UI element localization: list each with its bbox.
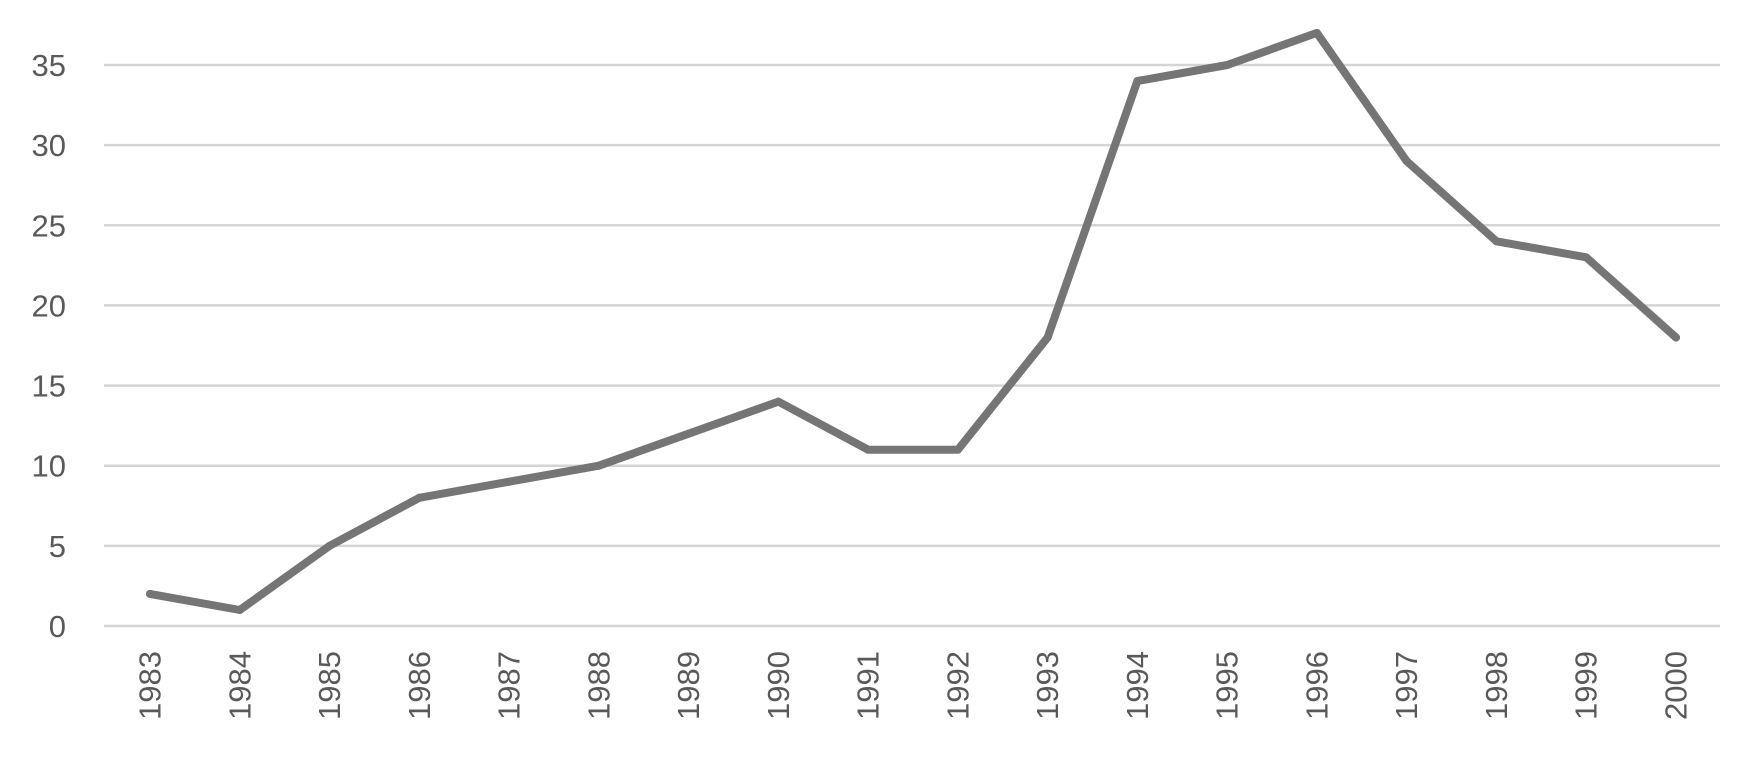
y-tick-label: 5 (49, 529, 66, 564)
y-tick-label: 20 (32, 288, 66, 323)
data-point-1989 (684, 429, 693, 438)
y-tick-label: 25 (32, 208, 66, 243)
x-tick-label: 1993 (1030, 651, 1065, 720)
y-tick-label: 15 (32, 369, 66, 404)
y-tick-label: 10 (32, 449, 66, 484)
x-tick-label: 1996 (1299, 651, 1334, 720)
x-tick-label: 1997 (1389, 651, 1424, 720)
data-point-1987 (505, 477, 514, 486)
x-tick-label: 1994 (1120, 651, 1155, 720)
data-point-1990 (774, 397, 783, 406)
data-point-2000 (1672, 333, 1680, 342)
data-point-1997 (1402, 157, 1411, 166)
series-layer (146, 28, 1680, 614)
y-tick-label: 35 (32, 48, 66, 83)
x-tick-label: 1983 (133, 651, 168, 720)
data-point-1983 (146, 589, 154, 598)
y-tick-label: 30 (32, 128, 66, 163)
x-tick-label: 1990 (761, 651, 796, 720)
x-tick-label: 1999 (1569, 651, 1604, 720)
y-axis: 0 5 10 15 20 25 30 35 (32, 48, 66, 644)
x-axis: 1983 1984 1985 1986 1987 1988 1989 1990 1991 1992… (133, 651, 1694, 720)
data-point-1985 (325, 541, 334, 550)
x-tick-label: 2000 (1659, 651, 1694, 720)
x-tick-label: 1985 (312, 651, 347, 720)
x-tick-label: 1989 (671, 651, 706, 720)
gridlines (104, 63, 1720, 628)
data-point-1993 (1043, 333, 1052, 342)
x-tick-label: 1995 (1210, 651, 1245, 720)
data-point-1986 (415, 493, 424, 502)
x-tick-label: 1992 (940, 651, 975, 720)
x-tick-label: 1988 (581, 651, 616, 720)
data-point-1998 (1492, 237, 1501, 246)
data-point-1988 (594, 461, 603, 470)
y-tick-label: 0 (49, 609, 66, 644)
data-point-1984 (235, 605, 244, 614)
data-point-1992 (953, 445, 962, 454)
x-tick-label: 1991 (851, 651, 886, 720)
data-point-1994 (1133, 77, 1142, 86)
x-tick-label: 1984 (222, 651, 257, 720)
series-line-0 (146, 28, 1680, 614)
data-point-1991 (864, 445, 873, 454)
data-point-1996 (1312, 28, 1321, 37)
x-tick-label: 1986 (402, 651, 437, 720)
x-tick-label: 1987 (492, 651, 527, 720)
x-tick-label: 1998 (1479, 651, 1514, 720)
data-point-1995 (1223, 61, 1232, 69)
data-point-1999 (1582, 253, 1591, 262)
